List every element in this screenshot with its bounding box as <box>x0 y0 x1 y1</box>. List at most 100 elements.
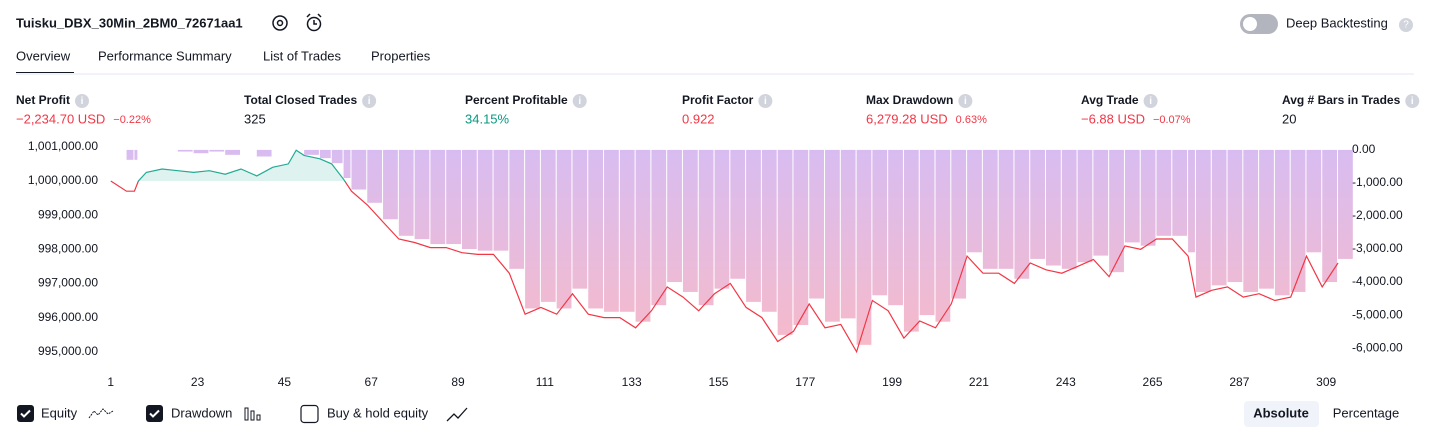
drawdown-bar <box>209 149 225 152</box>
tab[interactable]: List of Trades <box>263 48 342 63</box>
x-tick-label: 45 <box>278 375 292 389</box>
metric-percent: 0.63% <box>956 114 987 126</box>
drawdown-bar <box>888 149 903 306</box>
settings-icon[interactable] <box>272 15 288 31</box>
drawdown-bar <box>177 149 193 152</box>
y2-tick-label: -6,000.00 <box>1352 340 1403 354</box>
info-mark: i <box>81 96 84 107</box>
drawdown-bar <box>351 149 367 190</box>
x-tick-label: 177 <box>795 375 815 389</box>
info-circle <box>958 94 973 108</box>
drawdown-bar <box>1046 149 1061 266</box>
svg-text:?: ? <box>1403 20 1409 31</box>
drawdown-bar <box>193 149 209 154</box>
drawdown-bar <box>1014 149 1030 279</box>
y2-tick-label: -4,000.00 <box>1352 274 1403 288</box>
info-icon[interactable]: i <box>1143 94 1158 108</box>
drawdown-bar <box>651 149 667 306</box>
buy-hold-checkbox[interactable] <box>300 404 319 424</box>
drawdown-label: Drawdown <box>171 405 232 420</box>
drawdown-bar <box>343 149 351 178</box>
drawdown-bar <box>1172 149 1188 236</box>
equity-checkbox[interactable] <box>17 405 34 422</box>
y-tick-label: 1,000,000.00 <box>28 173 98 187</box>
x-tick-label: 111 <box>536 375 555 389</box>
alert-icon[interactable] <box>306 13 322 32</box>
info-mark: i <box>578 96 581 107</box>
y-tick-label: 996,000.00 <box>38 310 98 324</box>
drawdown-bar <box>667 149 682 283</box>
drawdown-bar <box>461 149 477 250</box>
percentage-button[interactable]: Percentage <box>1333 405 1400 420</box>
drawdown-bar <box>714 149 730 289</box>
absolute-button-bg[interactable] <box>1244 401 1319 427</box>
tab[interactable]: Overview <box>16 48 71 63</box>
tab[interactable]: Performance Summary <box>98 48 232 63</box>
drawdown-bar <box>1306 149 1322 253</box>
metric-label: Avg # Bars in Trades <box>1282 93 1401 107</box>
drawdown-bar <box>809 149 825 299</box>
drawdown-bar <box>730 149 746 279</box>
drawdown-bar <box>1109 149 1124 273</box>
drawdown-bar <box>935 149 951 322</box>
drawdown-bar <box>777 149 793 335</box>
y-tick-label: 998,000.00 <box>38 241 98 255</box>
drawdown-bar <box>256 149 272 157</box>
drawdown-bar <box>134 149 138 160</box>
metric-value: 0.922 <box>682 111 715 126</box>
drawdown-bar <box>619 149 635 312</box>
x-tick-label: 265 <box>1143 375 1163 389</box>
metric-value: 20 <box>1282 111 1296 126</box>
drawdown-bar <box>1124 149 1140 243</box>
tab[interactable]: Properties <box>371 48 431 63</box>
y-tick-label: 1,001,000.00 <box>28 139 98 153</box>
info-icon[interactable]: i <box>75 94 89 108</box>
drawdown-bar <box>1243 149 1259 292</box>
buy-hold-icon <box>446 407 468 422</box>
drawdown-checkbox[interactable] <box>146 405 163 422</box>
help-icon[interactable]: ? <box>1399 18 1413 32</box>
metric-label: Total Closed Trades <box>244 93 357 107</box>
metric-label: Profit Factor <box>682 93 754 107</box>
metric-value: 34.15% <box>465 111 510 126</box>
drawdown-bar <box>556 149 572 309</box>
drawdown-bar <box>477 149 493 251</box>
info-icon[interactable]: i <box>758 94 773 108</box>
y2-tick-label: -1,000.00 <box>1352 175 1403 189</box>
metric-value: −2,234.70 USD <box>16 111 105 126</box>
drawdown-bar <box>856 149 872 345</box>
drawdown-bar <box>525 149 540 309</box>
info-icon[interactable]: i <box>1405 94 1420 108</box>
drawdown-bar <box>1290 149 1306 292</box>
info-icon[interactable]: i <box>362 94 377 108</box>
drawdown-bar <box>982 149 998 269</box>
metric-value: 325 <box>244 111 266 126</box>
drawdown-bar <box>398 149 414 236</box>
info-icon[interactable]: i <box>572 94 587 108</box>
drawdown-bar <box>225 149 240 155</box>
drawdown-bar <box>588 149 604 309</box>
metric-label: Net Profit <box>16 93 70 107</box>
drawdown-bar <box>761 149 777 312</box>
drawdown-icon <box>244 407 261 421</box>
metric-value: 6,279.28 USD <box>866 111 948 126</box>
drawdown-bar <box>1259 149 1274 289</box>
drawdown-bar <box>493 149 509 251</box>
absolute-button[interactable]: Absolute <box>1253 405 1309 420</box>
info-circle <box>1143 94 1158 108</box>
drawdown-bar <box>919 149 935 316</box>
info-mark: i <box>764 96 767 107</box>
deep-backtesting-toggle[interactable] <box>1240 14 1278 34</box>
x-tick-label: 221 <box>969 375 989 389</box>
drawdown-bar <box>1030 149 1046 259</box>
info-mark: i <box>368 96 371 107</box>
drawdown-bar <box>1061 149 1077 269</box>
drawdown-bar <box>1322 149 1338 283</box>
drawdown-bar <box>1156 149 1172 236</box>
drawdown-bar <box>1195 149 1211 292</box>
x-tick-label: 23 <box>191 375 205 389</box>
y-tick-label: 999,000.00 <box>38 207 98 221</box>
info-icon[interactable]: i <box>958 94 973 108</box>
drawdown-bar <box>319 149 331 159</box>
info-circle <box>1405 94 1420 108</box>
